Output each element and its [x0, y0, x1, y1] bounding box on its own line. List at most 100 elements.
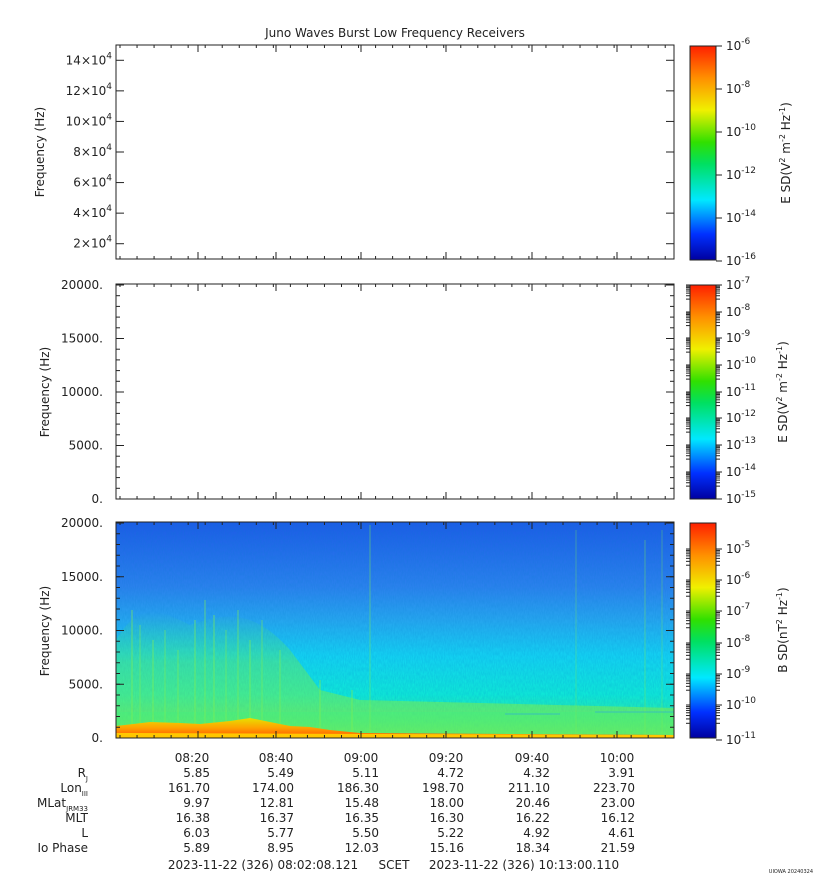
panel-middle-ylabel: Frequency (Hz) — [38, 347, 52, 438]
footer-start-time: 2023-11-22 (326) 08:02:08.121 — [168, 858, 358, 872]
ephemeris-value: 161.70 — [168, 781, 210, 795]
panel-bottom-ticks — [119, 522, 666, 738]
panel-middle-ticks — [119, 284, 666, 499]
colorbar-top-label: E SD(V2 m-2 Hz-1) — [778, 102, 793, 204]
colorbar-tick-label: 10-10 — [726, 696, 756, 712]
panel-top-frame — [115, 44, 675, 260]
ephemeris-value: 211.10 — [508, 781, 550, 795]
ephemeris-value: 4.32 — [523, 766, 550, 780]
colorbar-tick-label: 10-6 — [726, 571, 751, 587]
colorbar-middle-label: E SD(V2 m-2 Hz-1) — [775, 341, 790, 443]
colorbar-tick-label: 10-14 — [726, 209, 756, 225]
colorbar-tick-label: 10-12 — [726, 409, 756, 425]
ephemeris-table: RJ 5.85 5.49 5.11 4.72 4.32 3.91 LonIII 161.70 17… — [37, 766, 635, 855]
colorbar-tick-label: 10-10 — [726, 356, 756, 372]
colorbar-tick-label: 10-7 — [726, 276, 750, 292]
colorbar-bottom-label: B SD(nT2 Hz-1) — [775, 587, 790, 672]
ephemeris-value: 5.85 — [183, 766, 210, 780]
spectrogram-streaks — [131, 525, 663, 736]
panel-middle-ytick-labels: 20000. 15000. 10000. 5000. 0. — [61, 278, 674, 506]
colorbar-middle-ticks: 10-7 10-8 10-9 10-10 10-11 10-12 10-13 10-14 10-… — [686, 276, 756, 506]
ephemeris-value: 5.50 — [352, 826, 379, 840]
ephemeris-value: 5.49 — [267, 766, 294, 780]
colorbar-tick-label: 10-8 — [726, 634, 751, 650]
colorbar-tick-label: 10-11 — [726, 731, 756, 747]
panel-bottom-ytick-labels: 20000. 15000. 10000. 5000. 0. — [61, 516, 674, 745]
panel-bottom-ylabel: Frequency (Hz) — [38, 586, 52, 677]
ephemeris-value: 20.46 — [516, 796, 550, 810]
ytick-label: 10000. — [61, 385, 103, 399]
ephemeris-value: 174.00 — [252, 781, 294, 795]
colorbar-tick-label: 10-9 — [726, 329, 751, 345]
ephemeris-value: 16.22 — [516, 811, 550, 825]
ephemeris-value: 12.03 — [345, 841, 379, 855]
ephemeris-value: 3.91 — [608, 766, 635, 780]
ytick-label: 15000. — [61, 570, 103, 584]
colorbar-middle — [690, 285, 716, 499]
ytick-label: 0. — [92, 492, 103, 506]
ephemeris-label: LonIII — [60, 781, 88, 798]
ephemeris-value: 5.11 — [352, 766, 379, 780]
ephemeris-value: 8.95 — [267, 841, 294, 855]
colorbar-tick-label: 10-10 — [726, 123, 756, 139]
colorbar-tick-label: 10-15 — [726, 490, 756, 506]
ephemeris-value: 6.03 — [183, 826, 210, 840]
ytick-label: 5000. — [69, 677, 103, 691]
colorbar-tick-label: 10-16 — [726, 252, 756, 268]
ephemeris-value: 198.70 — [422, 781, 464, 795]
ytick-label: 10×104 — [66, 112, 113, 128]
xtick-label: 09:40 — [515, 751, 550, 765]
colorbar-top-ticks: 10-6 10-8 10-10 10-12 10-14 10-16 — [716, 37, 756, 268]
ephemeris-value: 16.12 — [601, 811, 635, 825]
ephemeris-label: RJ — [78, 766, 88, 783]
chart-title: Juno Waves Burst Low Frequency Receivers — [264, 26, 525, 40]
xtick-label: 09:00 — [344, 751, 379, 765]
ytick-label: 10000. — [61, 624, 103, 638]
footer-end-time: 2023-11-22 (326) 10:13:00.110 — [429, 858, 619, 872]
ephemeris-value: 4.72 — [437, 766, 464, 780]
colorbar-tick-label: 10-8 — [726, 303, 751, 319]
ephemeris-label: Io Phase — [37, 841, 88, 855]
colorbar-tick-label: 10-9 — [726, 665, 751, 681]
spectrogram-hot-band — [116, 718, 674, 738]
ephemeris-value: 186.30 — [337, 781, 379, 795]
colorbar-tick-label: 10-8 — [726, 80, 751, 96]
ephemeris-value: 223.70 — [593, 781, 635, 795]
ephemeris-label: MLatJRM33 — [37, 796, 88, 813]
ephemeris-value: 12.81 — [260, 796, 294, 810]
xtick-label: 10:00 — [600, 751, 635, 765]
ytick-label: 4×104 — [73, 204, 112, 220]
panel-middle-frame — [115, 283, 675, 500]
ephemeris-label: L — [81, 826, 88, 840]
ephemeris-value: 16.37 — [260, 811, 294, 825]
ephemeris-value: 23.00 — [601, 796, 635, 810]
panel-middle: 20000. 15000. 10000. 5000. 0. Frequency (Hz)… — [38, 276, 790, 506]
colorbar-bottom — [690, 523, 716, 738]
ephemeris-value: 5.77 — [267, 826, 294, 840]
colorbar-tick-label: 10-13 — [726, 436, 756, 452]
ephemeris-value: 5.89 — [183, 841, 210, 855]
ytick-label: 8×104 — [73, 143, 112, 159]
ephemeris-value: 21.59 — [601, 841, 635, 855]
ephemeris-value: 18.34 — [516, 841, 550, 855]
ephemeris-value: 15.48 — [345, 796, 379, 810]
ephemeris-value: 16.38 — [176, 811, 210, 825]
ytick-label: 5000. — [69, 439, 103, 453]
ytick-label: 14×104 — [66, 51, 113, 67]
ephemeris-label: MLT — [65, 811, 88, 825]
xtick-label: 09:20 — [429, 751, 464, 765]
panel-top: 2×104 4×104 6×104 8×104 10×104 12×104 14×104 F… — [33, 37, 793, 268]
panel-top-ylabel: Frequency (Hz) — [33, 107, 47, 198]
ephemeris-value: 4.92 — [523, 826, 550, 840]
panel-top-ytick-labels: 2×104 4×104 6×104 8×104 10×104 12×104 14×104 — [66, 51, 674, 251]
colorbar-tick-label: 10-14 — [726, 463, 756, 479]
watermark: UIOWA 20240324 — [769, 869, 813, 875]
panel-top-ticks — [119, 45, 666, 259]
panel-bottom: 20000. 15000. 10000. 5000. 0. Frequency (Hz)… — [38, 516, 790, 765]
ephemeris-value: 16.30 — [430, 811, 464, 825]
ytick-label: 20000. — [61, 516, 103, 530]
colorbar-tick-label: 10-12 — [726, 166, 756, 182]
ytick-label: 0. — [92, 731, 103, 745]
colorbar-tick-label: 10-11 — [726, 383, 756, 399]
